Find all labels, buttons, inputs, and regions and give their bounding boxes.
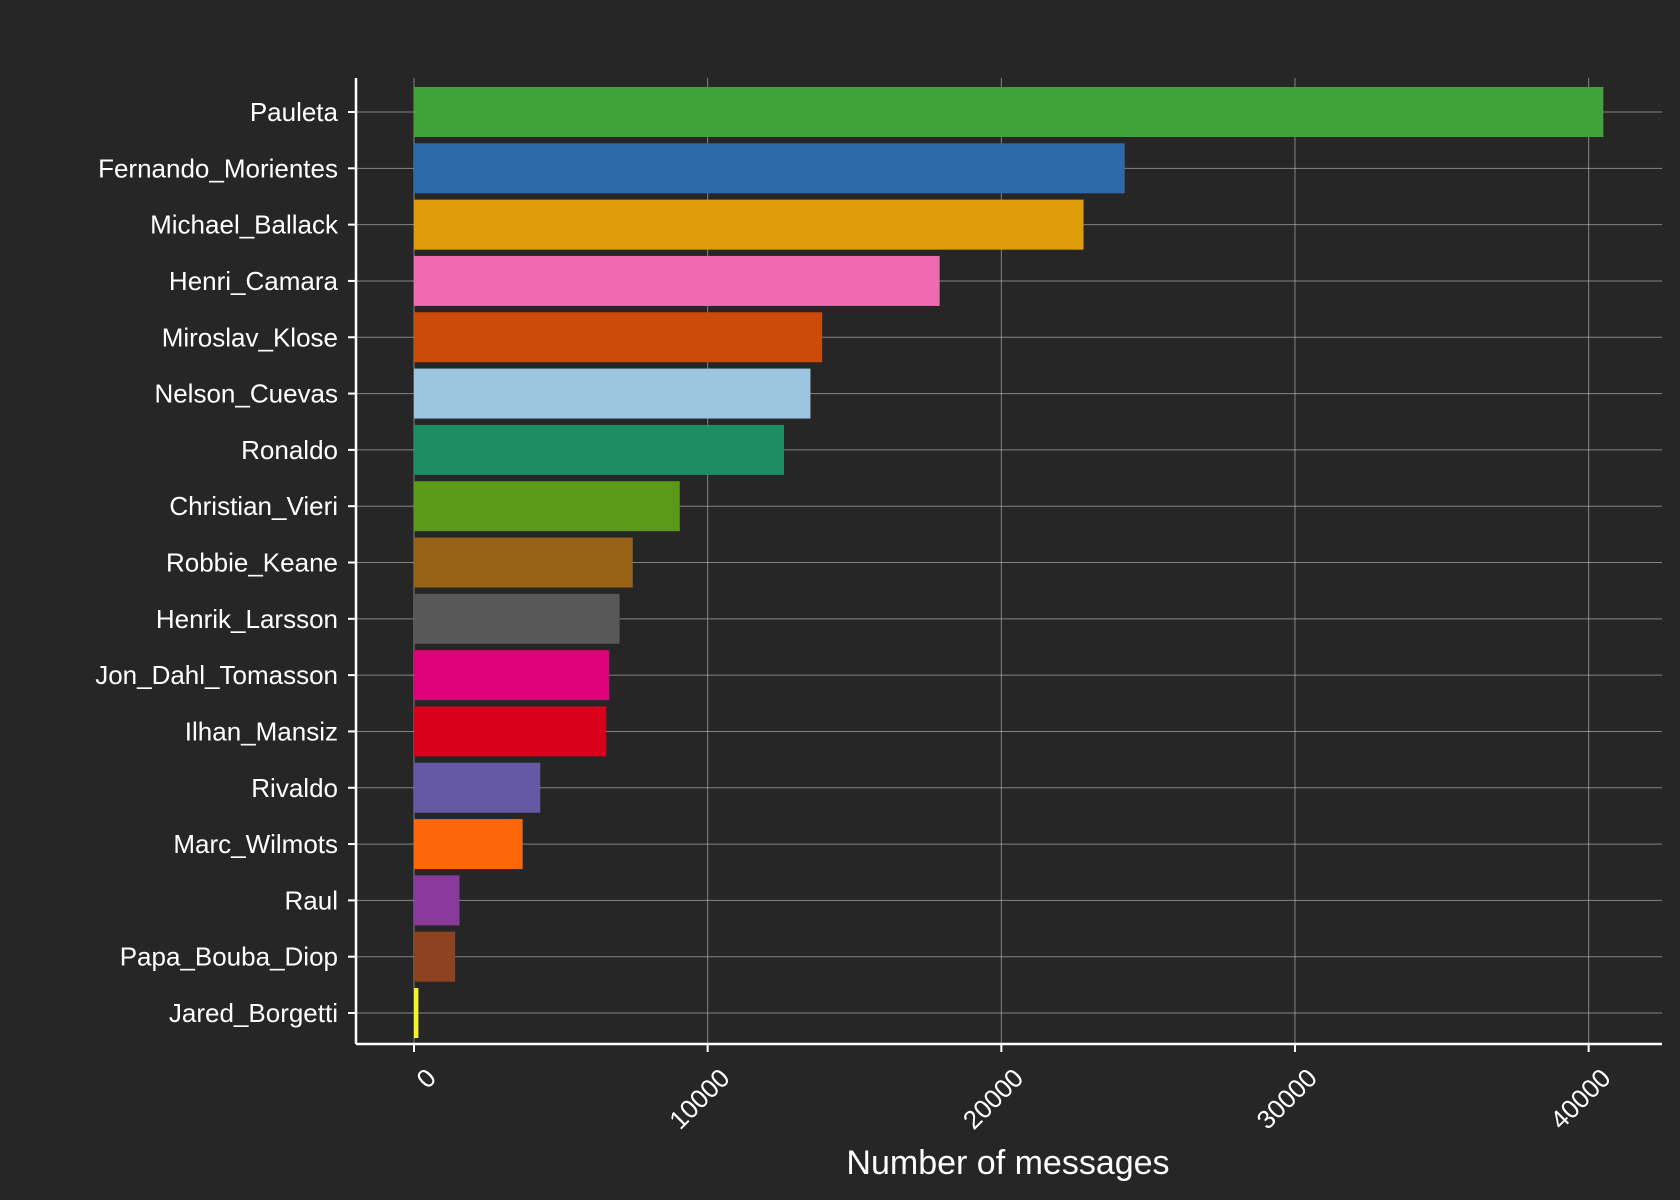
category-label: Pauleta (250, 97, 339, 127)
bar-robbie-keane (414, 537, 633, 588)
bar-michael-ballack (414, 199, 1084, 250)
category-label: Jon_Dahl_Tomasson (95, 660, 338, 690)
category-label: Fernando_Morientes (98, 153, 338, 183)
category-label: Raul (285, 885, 338, 915)
bar-ronaldo (414, 424, 785, 475)
bar-papa-bouba-diop (414, 931, 456, 982)
category-label: Michael_Ballack (150, 210, 339, 240)
x-tick-label: 40000 (1544, 1063, 1616, 1135)
category-label: Christian_Vieri (169, 491, 338, 521)
category-label: Ronaldo (241, 435, 338, 465)
bar-miroslav-klose (414, 312, 823, 363)
bar-ilhan-mansiz (414, 706, 607, 757)
x-tick-label: 10000 (663, 1063, 735, 1135)
bar-rivaldo (414, 762, 541, 813)
bar-jared-borgetti (414, 988, 419, 1038)
bar-marc-wilmots (414, 819, 523, 870)
category-label: Henri_Camara (169, 266, 339, 296)
bar-pauleta (414, 87, 1604, 137)
bar-nelson-cuevas (414, 368, 811, 419)
bar-christian-vieri (414, 481, 680, 532)
category-label: Nelson_Cuevas (154, 379, 338, 409)
category-label: Robbie_Keane (166, 548, 338, 578)
label-layer: Pauleta Fernando_Morientes Michael_Ballack… (95, 97, 1616, 1135)
x-tick-label: 20000 (957, 1063, 1029, 1135)
bar-layer (414, 87, 1604, 1038)
category-label: Jared_Borgetti (169, 998, 338, 1028)
category-label: Henrik_Larsson (156, 604, 338, 634)
axis-layer (348, 78, 1662, 1052)
category-label: Miroslav_Klose (162, 322, 338, 352)
x-tick-label: 30000 (1250, 1063, 1322, 1135)
bar-jon-dahl-tomasson (414, 650, 610, 701)
category-label: Papa_Bouba_Diop (120, 942, 338, 972)
bar-raul (414, 875, 460, 926)
category-label: Rivaldo (251, 773, 338, 803)
x-axis-title: Number of messages (846, 1144, 1169, 1182)
category-label: Ilhan_Mansiz (185, 716, 338, 746)
x-tick-label: 0 (410, 1063, 441, 1094)
bar-henri-camara (414, 255, 940, 306)
bar-henrik-larsson (414, 593, 620, 644)
category-label: Marc_Wilmots (173, 829, 338, 859)
bar-fernando-morientes (414, 143, 1125, 194)
